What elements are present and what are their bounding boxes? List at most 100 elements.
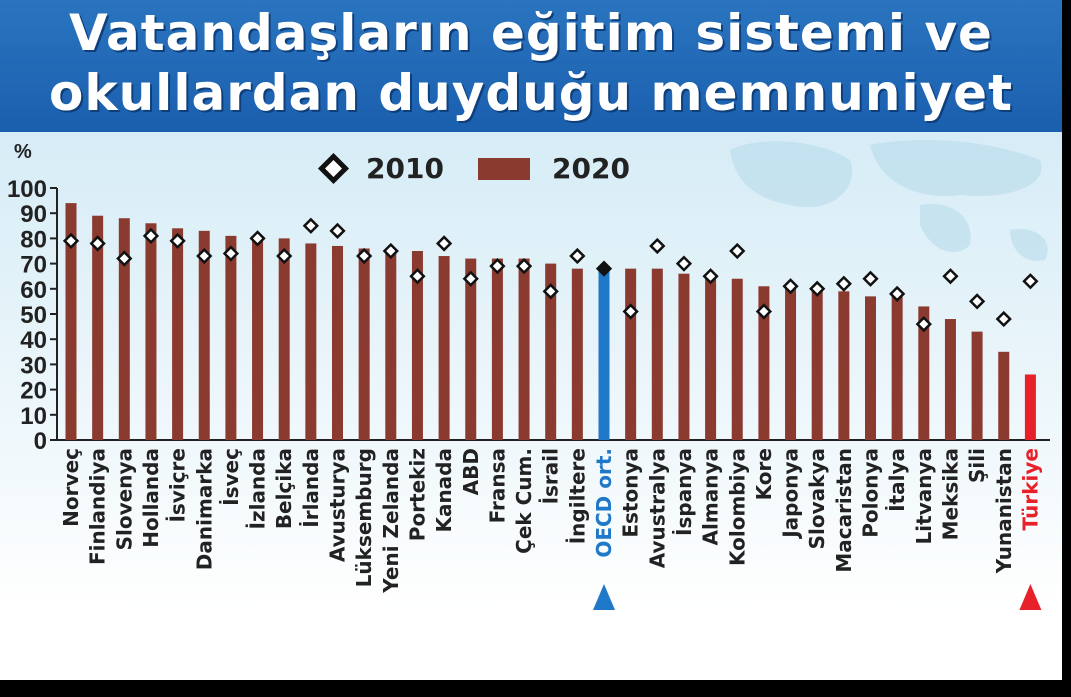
bar-2020-3 (145, 223, 157, 440)
bar-2020-27 (785, 288, 797, 440)
category-label-7: İzlanda (246, 448, 270, 529)
bar-2020-7 (252, 238, 264, 440)
marker-2010-19 (569, 247, 586, 265)
category-label-30: Polonya (859, 448, 883, 538)
category-label-1: Finlandiya (86, 448, 110, 565)
category-label-19: İngiltere (565, 448, 589, 544)
category-label-6: İsveç (219, 448, 243, 506)
bar-2020-12 (385, 251, 397, 440)
marker-2010-3 (142, 227, 160, 245)
marker-2010-16 (489, 257, 506, 275)
bar-2020-14 (438, 256, 450, 440)
category-label-24: Almanya (699, 448, 723, 545)
highlight-arrow-icon-36 (1019, 584, 1042, 610)
category-label-21: Estonya (619, 448, 643, 538)
y-tick-label: 10 (20, 403, 47, 430)
marker-2010-13 (409, 268, 426, 285)
marker-2010-29 (835, 275, 852, 292)
marker-2010-8 (276, 247, 293, 265)
bar-2020-20 (598, 271, 610, 440)
category-label-16: Fransa (485, 448, 509, 523)
legend-label-2020: 2020 (552, 152, 630, 185)
marker-2010-36 (1022, 273, 1039, 290)
bar-2020-31 (891, 296, 903, 440)
category-label-36: Türkiye (1018, 448, 1042, 531)
category-label-11: Lüksemburg (352, 448, 376, 587)
category-label-0: Norveç (59, 448, 83, 527)
marker-2010-20 (595, 260, 613, 277)
chart-title-line-2: okullardan duyduğu memnuniyet (48, 64, 1013, 122)
category-label-15: ABD (459, 448, 483, 495)
marker-2010-9 (302, 217, 319, 234)
world-map-shape (870, 140, 1042, 196)
bar-2020-24 (705, 276, 717, 440)
marker-2010-18 (542, 283, 559, 300)
marker-2010-35 (995, 310, 1012, 328)
category-label-35: Yunanistan (992, 448, 1016, 574)
marker-2010-33 (942, 268, 959, 285)
category-label-5: Danimarka (192, 448, 216, 570)
marker-2010-34 (968, 293, 986, 310)
marker-2010-27 (782, 278, 799, 295)
y-tick-label: 50 (20, 302, 47, 329)
category-label-34: Şili (965, 448, 989, 483)
bar-2020-4 (172, 228, 184, 440)
marker-2010-30 (862, 270, 879, 287)
marker-2010-10 (329, 222, 346, 239)
category-label-22: Avustralya (645, 448, 669, 568)
y-tick-label: 60 (20, 277, 47, 304)
category-label-10: Avusturya (326, 448, 350, 562)
bar-2020-19 (571, 268, 583, 440)
marker-2010-5 (196, 247, 213, 265)
marker-2010-6 (222, 245, 240, 262)
y-tick-label: 20 (20, 378, 47, 405)
bar-2020-8 (278, 238, 290, 440)
marker-2010-21 (622, 303, 639, 320)
marker-2010-32 (915, 315, 932, 333)
bar-2020-5 (198, 230, 210, 440)
highlight-arrow-icon-20 (593, 584, 615, 610)
bar-2020-9 (305, 243, 317, 440)
infographic: Vatandaşların eğitim sistemi ve okullard… (0, 0, 1062, 680)
bar-2020-18 (545, 263, 557, 440)
bar-2020-33 (944, 319, 956, 440)
marker-2010-22 (649, 237, 666, 255)
category-label-23: İspanya (672, 448, 696, 536)
legend-label-2010: 2010 (366, 152, 444, 185)
bar-2020-6 (225, 235, 237, 440)
bar-2020-10 (332, 245, 343, 440)
category-label-31: İtalya (885, 448, 909, 512)
world-map-shape (920, 204, 971, 253)
y-tick-label: 80 (20, 226, 47, 253)
bar-2020-11 (358, 248, 370, 440)
category-label-20: OECD ort. (592, 448, 616, 558)
legend-2020-swatch (478, 158, 530, 180)
marker-2010-15 (462, 270, 479, 287)
y-tick-label: 30 (20, 352, 47, 379)
title-band: Vatandaşların eğitim sistemi ve okullard… (0, 0, 1062, 132)
bar-2020-0 (65, 203, 77, 440)
bar-2020-30 (865, 296, 876, 440)
marker-2010-7 (249, 230, 266, 247)
bar-2020-1 (92, 215, 104, 440)
bar-2020-36 (1024, 374, 1036, 440)
category-label-26: Kore (752, 448, 776, 500)
bar-2020-34 (971, 331, 983, 440)
category-label-12: Yeni Zelanda (379, 448, 403, 594)
marker-2010-26 (755, 303, 773, 320)
legend-2010-diamond-icon (317, 152, 350, 185)
y-tick-label: 70 (20, 252, 47, 279)
category-label-3: Hollanda (139, 448, 163, 548)
bar-2020-23 (678, 273, 690, 440)
category-label-33: Meksika (938, 448, 962, 540)
marker-2010-1 (89, 235, 106, 252)
bar-2020-32 (918, 306, 930, 440)
marker-2010-4 (169, 232, 186, 250)
marker-2010-23 (675, 255, 693, 272)
y-tick-label: 100 (7, 176, 47, 203)
bar-2020-29 (838, 291, 850, 440)
category-label-4: İsviçre (166, 448, 190, 523)
category-label-25: Kolombiya (725, 448, 749, 566)
world-map-shape (730, 141, 852, 208)
